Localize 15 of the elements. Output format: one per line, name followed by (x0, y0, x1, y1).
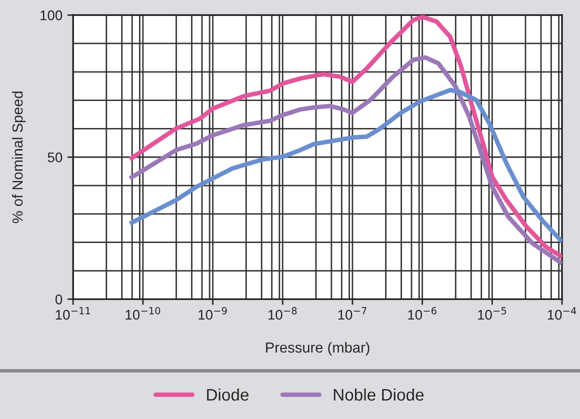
y-tick-label: 100 (40, 10, 62, 20)
x-tick-label: 10$^{−7}$ (338, 307, 366, 320)
x-tick-label: 10$^{−9}$ (198, 307, 227, 320)
x-tick-label: 10$^{−11}$ (56, 307, 90, 320)
y-tick-label: 50 (48, 152, 62, 162)
y-axis-title: % of Nominal Speed (12, 92, 26, 224)
x-tick-label: 10$^{−8}$ (268, 307, 297, 320)
x-tick-label: 10$^{−10}$ (126, 307, 160, 320)
y-tick-label: 0 (55, 294, 62, 304)
legend-label: Noble Diode (334, 388, 424, 401)
x-axis-title: Pressure (mbar) (266, 342, 370, 356)
legend-label: Diode (207, 388, 249, 401)
x-tick-label: 10$^{−5}$ (478, 307, 506, 320)
x-tick-label: 10$^{−6}$ (408, 307, 436, 320)
x-tick-label: 10$^{−4}$ (548, 307, 576, 320)
